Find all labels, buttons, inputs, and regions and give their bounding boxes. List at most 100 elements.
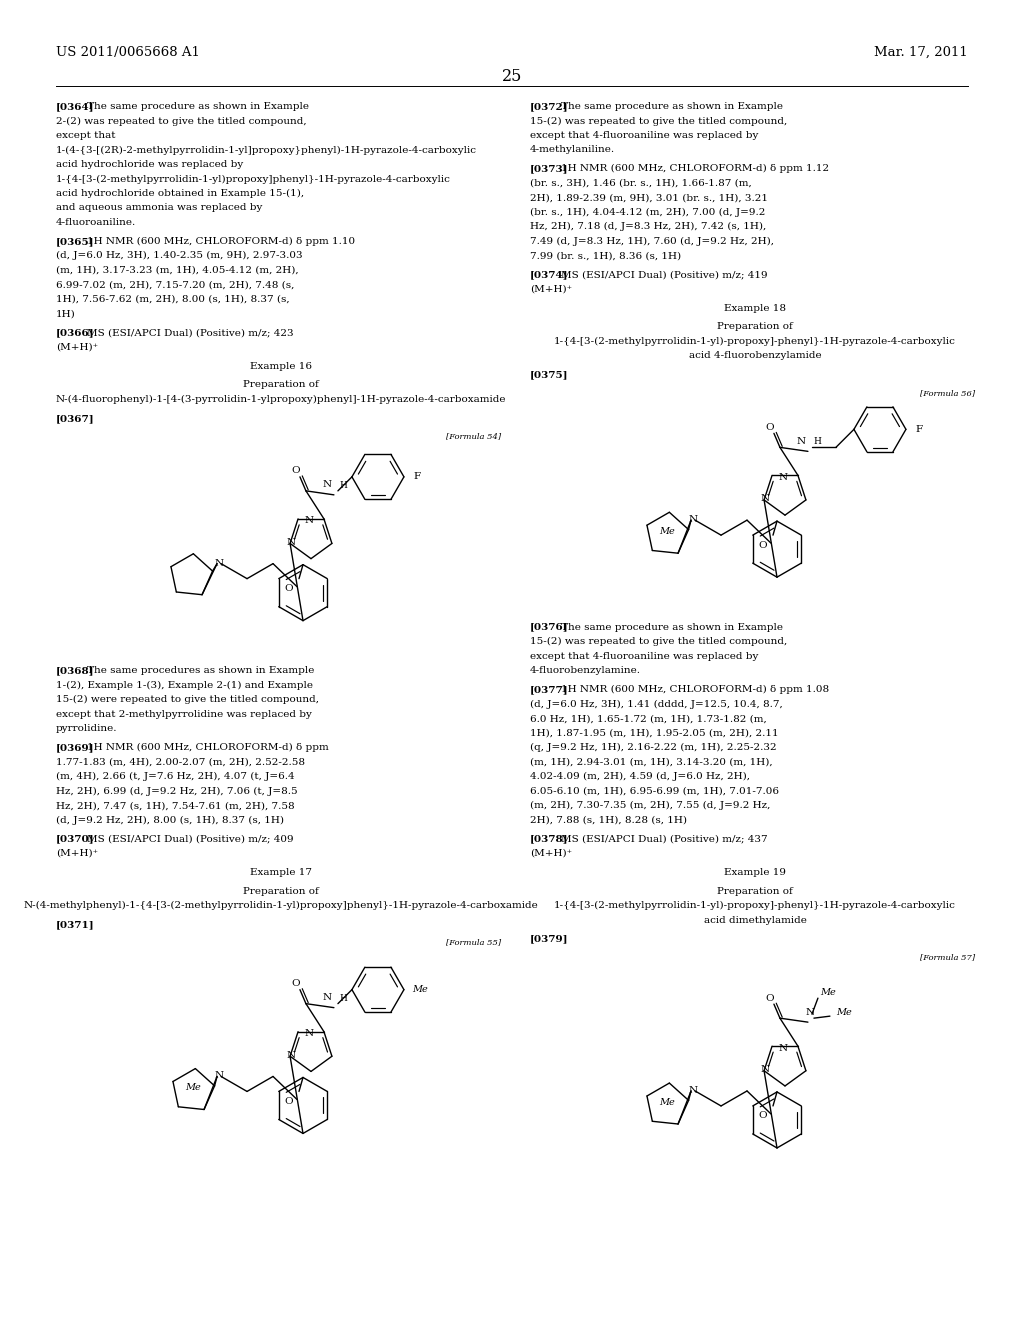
Text: N: N (778, 473, 787, 482)
Text: Me: Me (820, 989, 836, 997)
Text: (m, 1H), 3.17-3.23 (m, 1H), 4.05-4.12 (m, 2H),: (m, 1H), 3.17-3.23 (m, 1H), 4.05-4.12 (m… (56, 265, 299, 275)
Text: N: N (805, 1007, 814, 1016)
Text: (M+H)⁺: (M+H)⁺ (530, 285, 572, 294)
Text: [0379]: [0379] (530, 935, 568, 944)
Text: The same procedure as shown in Example: The same procedure as shown in Example (561, 623, 783, 632)
Text: N: N (761, 1065, 770, 1074)
Text: Example 19: Example 19 (724, 867, 786, 876)
Text: MS (ESI/APCI Dual) (Positive) m/z; 409: MS (ESI/APCI Dual) (Positive) m/z; 409 (87, 834, 294, 843)
Text: [0378]: [0378] (530, 834, 568, 843)
Text: Hz, 2H), 6.99 (d, J=9.2 Hz, 2H), 7.06 (t, J=8.5: Hz, 2H), 6.99 (d, J=9.2 Hz, 2H), 7.06 (t… (56, 787, 298, 796)
Text: [Formula 54]: [Formula 54] (445, 433, 501, 441)
Text: N: N (323, 993, 332, 1002)
Text: 4-fluorobenzylamine.: 4-fluorobenzylamine. (530, 667, 641, 676)
Text: N: N (778, 1044, 787, 1052)
Text: 4.02-4.09 (m, 2H), 4.59 (d, J=6.0 Hz, 2H),: 4.02-4.09 (m, 2H), 4.59 (d, J=6.0 Hz, 2H… (530, 772, 750, 781)
Text: N: N (688, 1086, 697, 1096)
Text: Preparation of: Preparation of (243, 380, 318, 389)
Text: N: N (287, 1051, 296, 1060)
Text: (br. s., 3H), 1.46 (br. s., 1H), 1.66-1.87 (m,: (br. s., 3H), 1.46 (br. s., 1H), 1.66-1.… (530, 178, 752, 187)
Text: [0369]: [0369] (56, 743, 94, 752)
Text: N: N (688, 515, 697, 524)
Text: 1H NMR (600 MHz, CHLOROFORM-d) δ ppm: 1H NMR (600 MHz, CHLOROFORM-d) δ ppm (87, 743, 329, 752)
Text: acid dimethylamide: acid dimethylamide (703, 916, 807, 924)
Text: 6.0 Hz, 1H), 1.65-1.72 (m, 1H), 1.73-1.82 (m,: 6.0 Hz, 1H), 1.65-1.72 (m, 1H), 1.73-1.8… (530, 714, 767, 723)
Text: Example 17: Example 17 (250, 867, 312, 876)
Text: O: O (766, 994, 774, 1003)
Text: (d, J=9.2 Hz, 2H), 8.00 (s, 1H), 8.37 (s, 1H): (d, J=9.2 Hz, 2H), 8.00 (s, 1H), 8.37 (s… (56, 816, 284, 825)
Text: O: O (285, 1097, 293, 1106)
Text: Preparation of: Preparation of (243, 887, 318, 895)
Text: (m, 2H), 7.30-7.35 (m, 2H), 7.55 (d, J=9.2 Hz,: (m, 2H), 7.30-7.35 (m, 2H), 7.55 (d, J=9… (530, 801, 770, 810)
Text: [Formula 57]: [Formula 57] (920, 953, 975, 961)
Text: [0371]: [0371] (56, 920, 94, 929)
Text: O: O (292, 979, 300, 989)
Text: (q, J=9.2 Hz, 1H), 2.16-2.22 (m, 1H), 2.25-2.32: (q, J=9.2 Hz, 1H), 2.16-2.22 (m, 1H), 2.… (530, 743, 776, 752)
Text: Example 18: Example 18 (724, 304, 786, 313)
Text: O: O (285, 585, 293, 593)
Text: [Formula 55]: [Formula 55] (445, 939, 501, 946)
Text: [0374]: [0374] (530, 271, 568, 280)
Text: N-(4-methylphenyl)-1-{4-[3-(2-methylpyrrolidin-1-yl)propoxy]phenyl}-1H-pyrazole-: N-(4-methylphenyl)-1-{4-[3-(2-methylpyrr… (24, 902, 539, 911)
Text: 1-{4-[3-(2-methylpyrrolidin-1-yl)-propoxy]-phenyl}-1H-pyrazole-4-carboxylic: 1-{4-[3-(2-methylpyrrolidin-1-yl)-propox… (554, 337, 956, 346)
Text: except that 4-fluoroaniline was replaced by: except that 4-fluoroaniline was replaced… (530, 652, 759, 661)
Text: acid 4-fluorobenzylamide: acid 4-fluorobenzylamide (689, 351, 821, 360)
Text: N: N (761, 495, 770, 503)
Text: [0366]: [0366] (56, 329, 94, 337)
Text: [0372]: [0372] (530, 102, 568, 111)
Text: N-(4-fluorophenyl)-1-[4-(3-pyrrolidin-1-ylpropoxy)phenyl]-1H-pyrazole-4-carboxam: N-(4-fluorophenyl)-1-[4-(3-pyrrolidin-1-… (55, 395, 506, 404)
Text: US 2011/0065668 A1: US 2011/0065668 A1 (56, 46, 200, 59)
Text: acid hydrochloride obtained in Example 15-(1),: acid hydrochloride obtained in Example 1… (56, 189, 304, 198)
Text: 1.77-1.83 (m, 4H), 2.00-2.07 (m, 2H), 2.52-2.58: 1.77-1.83 (m, 4H), 2.00-2.07 (m, 2H), 2.… (56, 758, 305, 767)
Text: H: H (814, 437, 822, 446)
Text: H: H (340, 994, 348, 1003)
Text: 25: 25 (502, 69, 522, 84)
Text: Preparation of: Preparation of (717, 322, 793, 331)
Text: Hz, 2H), 7.47 (s, 1H), 7.54-7.61 (m, 2H), 7.58: Hz, 2H), 7.47 (s, 1H), 7.54-7.61 (m, 2H)… (56, 801, 295, 810)
Text: H: H (340, 480, 348, 490)
Text: 15-(2) was repeated to give the titled compound,: 15-(2) was repeated to give the titled c… (530, 116, 787, 125)
Text: 1H NMR (600 MHz, CHLOROFORM-d) δ ppm 1.12: 1H NMR (600 MHz, CHLOROFORM-d) δ ppm 1.1… (561, 165, 829, 173)
Text: 6.99-7.02 (m, 2H), 7.15-7.20 (m, 2H), 7.48 (s,: 6.99-7.02 (m, 2H), 7.15-7.20 (m, 2H), 7.… (56, 280, 294, 289)
Text: 1-{4-[3-(2-methylpyrrolidin-1-yl)-propoxy]-phenyl}-1H-pyrazole-4-carboxylic: 1-{4-[3-(2-methylpyrrolidin-1-yl)-propox… (554, 902, 956, 911)
Text: (d, J=6.0 Hz, 3H), 1.41 (dddd, J=12.5, 10.4, 8.7,: (d, J=6.0 Hz, 3H), 1.41 (dddd, J=12.5, 1… (530, 700, 782, 709)
Text: Preparation of: Preparation of (717, 887, 793, 895)
Text: F: F (414, 473, 421, 482)
Text: (br. s., 1H), 4.04-4.12 (m, 2H), 7.00 (d, J=9.2: (br. s., 1H), 4.04-4.12 (m, 2H), 7.00 (d… (530, 207, 765, 216)
Text: 6.05-6.10 (m, 1H), 6.95-6.99 (m, 1H), 7.01-7.06: 6.05-6.10 (m, 1H), 6.95-6.99 (m, 1H), 7.… (530, 787, 779, 796)
Text: MS (ESI/APCI Dual) (Positive) m/z; 419: MS (ESI/APCI Dual) (Positive) m/z; 419 (561, 271, 768, 280)
Text: 1-{4-[3-(2-methylpyrrolidin-1-yl)propoxy]phenyl}-1H-pyrazole-4-carboxylic: 1-{4-[3-(2-methylpyrrolidin-1-yl)propoxy… (56, 174, 451, 183)
Text: [0370]: [0370] (56, 834, 94, 843)
Text: N: N (287, 539, 296, 546)
Text: 1H), 1.87-1.95 (m, 1H), 1.95-2.05 (m, 2H), 2.11: 1H), 1.87-1.95 (m, 1H), 1.95-2.05 (m, 2H… (530, 729, 778, 738)
Text: and aqueous ammonia was replaced by: and aqueous ammonia was replaced by (56, 203, 262, 213)
Text: 2-(2) was repeated to give the titled compound,: 2-(2) was repeated to give the titled co… (56, 116, 306, 125)
Text: 7.99 (br. s., 1H), 8.36 (s, 1H): 7.99 (br. s., 1H), 8.36 (s, 1H) (530, 251, 681, 260)
Text: O: O (759, 1111, 767, 1121)
Text: N: N (797, 437, 806, 446)
Text: 1H), 7.56-7.62 (m, 2H), 8.00 (s, 1H), 8.37 (s,: 1H), 7.56-7.62 (m, 2H), 8.00 (s, 1H), 8.… (56, 294, 290, 304)
Text: (m, 4H), 2.66 (t, J=7.6 Hz, 2H), 4.07 (t, J=6.4: (m, 4H), 2.66 (t, J=7.6 Hz, 2H), 4.07 (t… (56, 772, 295, 781)
Text: Me: Me (836, 1007, 852, 1016)
Text: N: N (304, 1030, 313, 1038)
Text: [0367]: [0367] (56, 413, 94, 422)
Text: [0377]: [0377] (530, 685, 568, 694)
Text: pyrrolidine.: pyrrolidine. (56, 725, 118, 733)
Text: Example 16: Example 16 (250, 362, 312, 371)
Text: MS (ESI/APCI Dual) (Positive) m/z; 437: MS (ESI/APCI Dual) (Positive) m/z; 437 (561, 834, 768, 843)
Text: Me: Me (184, 1084, 201, 1093)
Text: (M+H)⁺: (M+H)⁺ (530, 849, 572, 858)
Text: except that 2-methylpyrrolidine was replaced by: except that 2-methylpyrrolidine was repl… (56, 710, 312, 718)
Text: [0376]: [0376] (530, 623, 568, 632)
Text: [0365]: [0365] (56, 236, 94, 246)
Text: [0368]: [0368] (56, 667, 94, 676)
Text: acid hydrochloride was replaced by: acid hydrochloride was replaced by (56, 160, 244, 169)
Text: N: N (323, 480, 332, 490)
Text: MS (ESI/APCI Dual) (Positive) m/z; 423: MS (ESI/APCI Dual) (Positive) m/z; 423 (87, 329, 294, 337)
Text: (M+H)⁺: (M+H)⁺ (56, 849, 98, 858)
Text: The same procedure as shown in Example: The same procedure as shown in Example (87, 102, 309, 111)
Text: O: O (766, 422, 774, 432)
Text: The same procedures as shown in Example: The same procedures as shown in Example (87, 667, 314, 676)
Text: except that: except that (56, 131, 116, 140)
Text: O: O (292, 466, 300, 475)
